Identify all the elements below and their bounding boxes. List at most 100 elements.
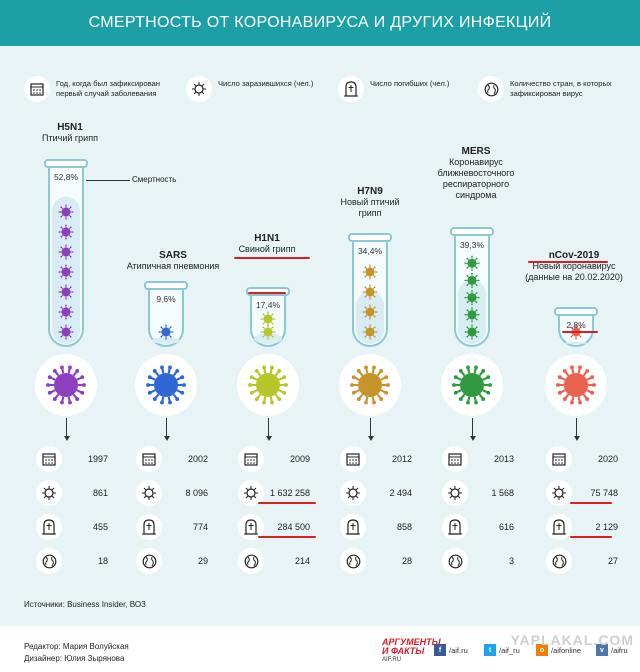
- aif-logo: АРГУМЕНТЫ И ФАКТЫ AIF.RU: [382, 638, 441, 665]
- code-mers: MERS: [461, 146, 491, 157]
- editor-credit: Редактор: Мария Волуйская: [24, 642, 129, 651]
- twitter-icon: t: [484, 644, 496, 656]
- logo-line-2: И ФАКТЫ: [382, 646, 425, 656]
- tube-mers: [448, 226, 496, 347]
- legend-year: Год, когда был зафиксирован первый случа…: [24, 76, 174, 102]
- social-facebook[interactable]: f /aif.ru: [434, 644, 468, 656]
- mortality-label: Смертность: [132, 175, 177, 184]
- stat-infected-sars: 8 096: [136, 480, 208, 506]
- virus-image-ncov: [545, 354, 607, 416]
- tube-ncov: [552, 306, 600, 347]
- highlight-h1n1-pct: [248, 292, 286, 294]
- tube-h5n1: [42, 158, 90, 347]
- stat-value-countries: 18: [97, 556, 108, 566]
- globe-icon: [36, 548, 62, 574]
- virus-image-h5n1: [35, 354, 97, 416]
- highlight-h1n1-name: [234, 257, 310, 259]
- connector-arrow-sars: [163, 436, 170, 441]
- watermark: YAPLAKAL.COM: [510, 632, 634, 648]
- globe-icon: [478, 76, 504, 102]
- footer: Редактор: Мария Волуйская Дизайнер: Юлия…: [0, 626, 640, 672]
- stat-year-ncov: 2020: [546, 446, 618, 472]
- infographic-body: [0, 46, 640, 626]
- code-h7n9: H7N9: [357, 186, 383, 197]
- twitter-handle: /aif_ru: [499, 645, 520, 655]
- stat-value-infected: 8 096: [185, 488, 208, 498]
- grave-icon: [546, 514, 572, 540]
- legend-infected: Число заразившихся (чел.): [186, 76, 326, 102]
- designer-credit: Дизайнер: Юлия Зырянова: [24, 654, 125, 663]
- header-h7n9: H7N9 Новый птичий грипп: [330, 186, 410, 219]
- connector-mers: [472, 418, 473, 436]
- stat-value-year: 1997: [87, 454, 108, 464]
- ok-icon: o: [536, 644, 548, 656]
- connector-h7n9: [370, 418, 371, 436]
- stat-countries-h1n1: 214: [238, 548, 310, 574]
- header-mers: MERS Коронавирус ближневосточного респир…: [426, 146, 526, 201]
- social-twitter[interactable]: t /aif_ru: [484, 644, 520, 656]
- legend-countries-label: Количество стран, в которых зафиксирован…: [510, 79, 612, 98]
- grave-icon: [338, 76, 364, 102]
- stat-value-deaths: 616: [498, 522, 514, 532]
- stat-year-h1n1: 2009: [238, 446, 310, 472]
- calendar-icon: [24, 76, 50, 102]
- stat-value-year: 2020: [597, 454, 618, 464]
- grave-icon: [340, 514, 366, 540]
- stat-value-countries: 27: [607, 556, 618, 566]
- calendar-icon: [36, 446, 62, 472]
- virus-image-mers: [441, 354, 503, 416]
- logo-line-1: АРГУМЕНТЫ: [382, 637, 441, 647]
- header-h5n1: H5N1 Птичий грипп: [20, 122, 120, 144]
- stat-year-h5n1: 1997: [36, 446, 108, 472]
- stat-countries-mers: 3: [442, 548, 514, 574]
- legend-year-label: Год, когда был зафиксирован первый случа…: [56, 79, 160, 98]
- stat-value-year: 2002: [187, 454, 208, 464]
- stat-year-mers: 2013: [442, 446, 514, 472]
- globe-icon: [546, 548, 572, 574]
- connector-arrow-ncov: [573, 436, 580, 441]
- connector-arrow-mers: [469, 436, 476, 441]
- mortality-h5n1: 52,8%: [53, 172, 79, 182]
- mortality-sars: 9,6%: [156, 294, 176, 304]
- stat-value-deaths: 774: [192, 522, 208, 532]
- stat-deaths-ncov: 2 129: [546, 514, 618, 540]
- highlight-h1n1-deaths: [258, 536, 316, 538]
- stat-infected-h7n9: 2 494: [340, 480, 412, 506]
- globe-icon: [136, 548, 162, 574]
- stat-countries-sars: 29: [136, 548, 208, 574]
- virus-icon: [136, 480, 162, 506]
- virus-image-h7n9: [339, 354, 401, 416]
- stat-value-deaths: 858: [396, 522, 412, 532]
- source-text: Источники: Business Insider, ВОЗ: [24, 600, 146, 609]
- stat-value-deaths: 284 500: [277, 522, 310, 532]
- connector-arrow-h5n1: [63, 436, 70, 441]
- stat-value-countries: 214: [294, 556, 310, 566]
- social-ok[interactable]: o /aifonline: [536, 644, 581, 656]
- facebook-icon: f: [434, 644, 446, 656]
- name-sars: Атипичная пневмония: [126, 261, 220, 271]
- globe-icon: [238, 548, 264, 574]
- globe-icon: [340, 548, 366, 574]
- stat-value-infected: 1 568: [491, 488, 514, 498]
- mortality-h1n1: 17,4%: [255, 300, 281, 310]
- name-ncov: Новый коронавирус (данные на 20.02.2020): [525, 261, 623, 282]
- virus-image-sars: [135, 354, 197, 416]
- stat-year-h7n9: 2012: [340, 446, 412, 472]
- stat-value-countries: 28: [401, 556, 412, 566]
- mortality-mers: 39,3%: [459, 240, 485, 250]
- stat-value-countries: 29: [197, 556, 208, 566]
- mortality-h7n9: 34,4%: [357, 246, 383, 256]
- grave-icon: [442, 514, 468, 540]
- connector-ncov: [576, 418, 577, 436]
- code-h5n1: H5N1: [57, 122, 83, 133]
- virus-icon: [238, 480, 264, 506]
- calendar-icon: [136, 446, 162, 472]
- ok-handle: /aifonline: [551, 645, 582, 655]
- tube-h1n1: [244, 286, 292, 347]
- legend-countries: Количество стран, в которых зафиксирован…: [478, 76, 628, 102]
- header-sars: SARS Атипичная пневмония: [118, 250, 228, 272]
- legend-infected-label: Число заразившихся (чел.): [218, 79, 314, 88]
- stat-infected-h5n1: 861: [36, 480, 108, 506]
- social-vk[interactable]: v /aifru: [596, 644, 628, 656]
- stat-countries-ncov: 27: [546, 548, 618, 574]
